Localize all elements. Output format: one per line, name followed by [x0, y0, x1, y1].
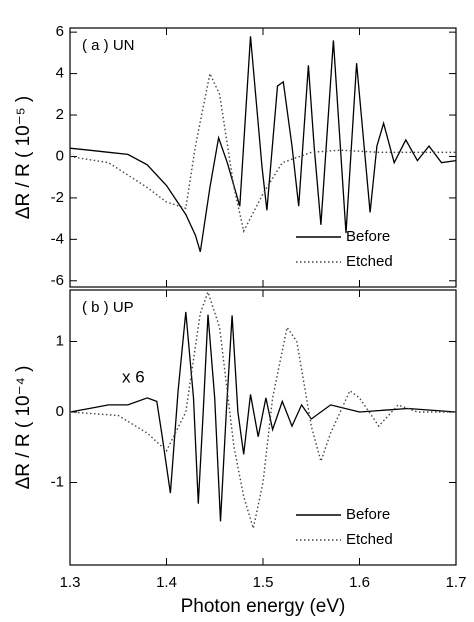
- panel-label: ( a ) UN: [82, 37, 135, 54]
- y-axis-label: ΔR / R ( 10⁻⁴ ): [13, 366, 34, 490]
- x-axis-label: Photon energy (eV): [181, 596, 346, 617]
- y-tick-label: 4: [56, 65, 64, 82]
- x-tick-label: 1.3: [60, 574, 81, 591]
- legend-label: Etched: [346, 531, 393, 548]
- y-tick-label: -4: [51, 230, 64, 247]
- y-tick-label: -1: [51, 473, 64, 490]
- legend-label: Before: [346, 228, 390, 245]
- data-line: [69, 71, 456, 234]
- data-line: [69, 289, 456, 529]
- y-tick-label: 2: [56, 106, 64, 123]
- legend-label: Etched: [346, 253, 393, 270]
- x-tick-label: 1.4: [156, 574, 177, 591]
- y-tick-label: 0: [56, 147, 64, 164]
- plot-frame: [69, 289, 457, 566]
- legend-label: Before: [346, 506, 390, 523]
- y-tick-label: 6: [56, 23, 64, 40]
- y-tick-label: 0: [56, 403, 64, 420]
- x-tick-label: 1.5: [253, 574, 274, 591]
- data-line: [69, 311, 457, 522]
- y-tick-label: 1: [56, 332, 64, 349]
- y-tick-label: -6: [51, 272, 64, 289]
- data-line: [69, 36, 457, 252]
- panel-label: ( b ) UP: [82, 299, 134, 316]
- x-tick-label: 1.6: [349, 574, 370, 591]
- y-axis-label: ΔR / R ( 10⁻⁵ ): [13, 96, 34, 220]
- annotation: x 6: [122, 367, 145, 386]
- y-tick-label: -2: [51, 189, 64, 206]
- x-tick-label: 1.7: [446, 574, 467, 591]
- plot-frame: [69, 27, 457, 288]
